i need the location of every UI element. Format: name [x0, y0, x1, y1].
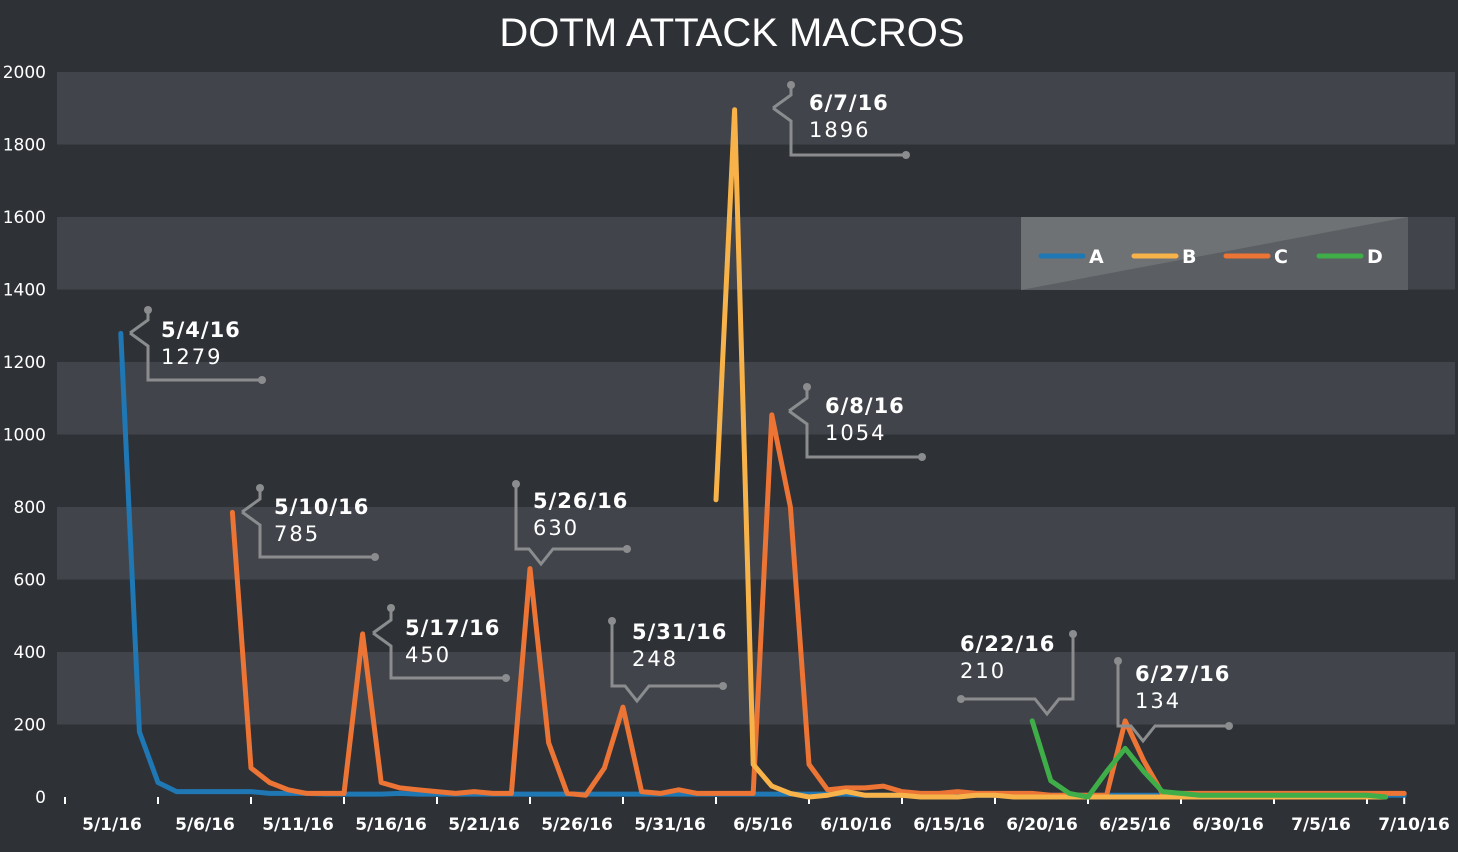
- y-tick-label: 1600: [3, 208, 46, 228]
- annotation-date: 5/26/16: [533, 489, 628, 513]
- x-tick-label: 6/15/16: [913, 815, 985, 835]
- annotation-date: 6/8/16: [825, 394, 905, 418]
- y-tick-label: 1200: [3, 353, 46, 373]
- y-tick-label: 2000: [3, 63, 46, 83]
- annotation-5-10-16: 5/10/16 785: [241, 484, 379, 561]
- annotation-value: 1279: [161, 345, 222, 369]
- y-tick-label: 1000: [3, 426, 46, 446]
- annotation-value: 785: [274, 522, 320, 546]
- background-bands: [57, 72, 1455, 725]
- x-tick-label: 7/10/16: [1378, 815, 1450, 835]
- annotation-date: 5/4/16: [161, 318, 241, 342]
- chart-title: DOTM ATTACK MACROS: [499, 11, 964, 55]
- series-line-c: [229, 412, 1407, 798]
- x-tick-label: 6/25/16: [1099, 815, 1171, 835]
- legend: A B C D: [1021, 217, 1408, 290]
- annotation-date: 6/27/16: [1135, 662, 1230, 686]
- x-tick-label: 7/5/16: [1291, 815, 1351, 835]
- annotation-value: 248: [632, 647, 678, 671]
- y-tick-label: 1400: [3, 281, 46, 301]
- x-tick-label: 5/21/16: [448, 815, 520, 835]
- x-axis: 5/1/16 5/6/16 5/11/16 5/16/16 5/21/16 5/26/16…: [64, 797, 1450, 835]
- annotation-5-31-16: 5/31/16 248: [608, 617, 727, 704]
- y-tick-label: 800: [14, 498, 46, 518]
- y-tick-label: 600: [14, 571, 46, 591]
- annotation-date: 5/17/16: [405, 616, 500, 640]
- annotation-value: 630: [533, 516, 579, 540]
- annotation-5-17-16: 5/17/16 450: [372, 604, 510, 682]
- y-tick-label: 1800: [3, 136, 46, 156]
- x-tick-label: 5/6/16: [175, 815, 235, 835]
- annotation-5-4-16: 5/4/16 1279: [129, 306, 266, 384]
- annotation-5-26-16: 5/26/16 630: [512, 480, 631, 567]
- y-tick-label: 400: [14, 643, 46, 663]
- x-tick-label: 6/20/16: [1006, 815, 1078, 835]
- x-tick-label: 5/1/16: [82, 815, 142, 835]
- x-tick-label: 5/11/16: [262, 815, 334, 835]
- series-lines: [118, 107, 1407, 800]
- annotation-date: 6/7/16: [809, 91, 889, 115]
- legend-label-a: A: [1089, 246, 1104, 268]
- annotation-date: 6/22/16: [960, 632, 1055, 656]
- y-tick-label: 200: [14, 716, 46, 736]
- annotation-value: 1054: [825, 421, 886, 445]
- y-tick-label: 0: [35, 788, 46, 808]
- x-tick-label: 6/5/16: [733, 815, 793, 835]
- annotation-6-22-16: 6/22/16 210: [957, 630, 1077, 717]
- annotation-date: 5/10/16: [274, 495, 369, 519]
- annotation-6-7-16: 6/7/16 1896: [772, 81, 910, 159]
- annotations: 5/4/16 1279 5/10/16 785 5/17/16 450 5/26…: [129, 81, 1233, 744]
- annotation-6-8-16: 6/8/16 1054: [788, 383, 926, 461]
- x-tick-label: 6/30/16: [1192, 815, 1264, 835]
- legend-box-shade: [1021, 217, 1408, 290]
- y-axis: 0 200 400 600 800 1000 1200 1400 1600 1800 2000: [3, 63, 46, 808]
- series-line-d: [1029, 718, 1389, 800]
- annotation-value: 210: [960, 659, 1006, 683]
- x-tick-label: 5/26/16: [541, 815, 613, 835]
- annotation-value: 1896: [809, 118, 870, 142]
- annotation-value: 134: [1135, 689, 1181, 713]
- legend-label-d: D: [1367, 246, 1383, 268]
- annotation-date: 5/31/16: [632, 620, 727, 644]
- annotation-6-27-16: 6/27/16 134: [1114, 657, 1233, 744]
- annotation-value: 450: [405, 643, 451, 667]
- grid-band: [57, 507, 1455, 580]
- x-tick-label: 5/31/16: [634, 815, 706, 835]
- x-tick-label: 5/16/16: [355, 815, 427, 835]
- x-tick-label: 6/10/16: [820, 815, 892, 835]
- grid-band: [57, 362, 1455, 435]
- legend-label-b: B: [1182, 246, 1196, 268]
- legend-label-c: C: [1274, 246, 1288, 268]
- grid-band: [57, 72, 1455, 145]
